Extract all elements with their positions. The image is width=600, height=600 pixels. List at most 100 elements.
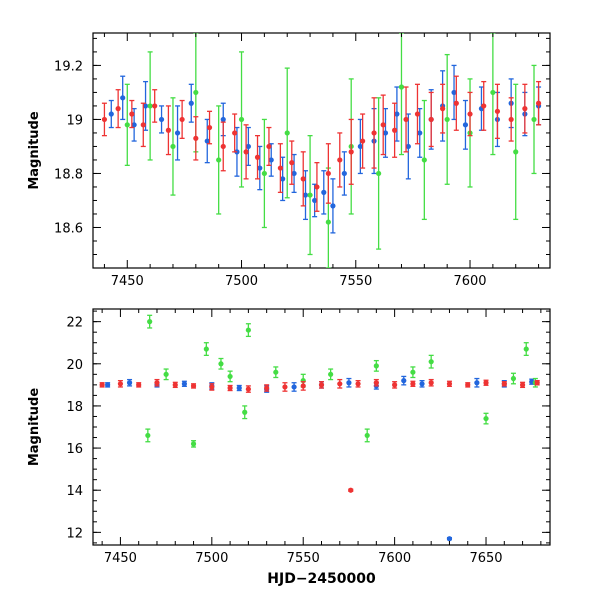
top-data-point (238, 116, 245, 123)
top-data-point (337, 157, 343, 163)
bottom-y-tick-label: 20 (66, 358, 83, 373)
bottom-x-tick-label: 7450 (104, 551, 137, 566)
top-data-point (314, 184, 320, 190)
bottom-data-point (373, 363, 379, 369)
bottom-x-tick-label: 7650 (469, 551, 502, 566)
bottom-x-axis-label: HJD−2450000 (267, 571, 376, 587)
top-y-tick-label: 18.6 (54, 221, 83, 236)
top-data-point (268, 157, 274, 163)
top-y-tick-label: 19 (66, 113, 83, 128)
bottom-data-point (346, 380, 352, 386)
top-data-point (307, 192, 313, 198)
top-data-point (421, 157, 427, 163)
top-plot-frame (92, 32, 551, 269)
top-data-point (289, 160, 295, 166)
top-data-point (444, 116, 450, 123)
bottom-data-point (519, 382, 526, 388)
top-data-point (481, 103, 487, 109)
top-data-point (325, 170, 331, 177)
top-data-point (371, 130, 377, 136)
bottom-data-point (245, 327, 251, 333)
top-data-point (467, 111, 473, 117)
top-data-point (451, 89, 457, 96)
top-data-point (417, 130, 423, 136)
bottom-data-point (355, 381, 361, 387)
top-data-point (170, 143, 176, 150)
bottom-data-point (203, 346, 209, 352)
top-data-point (382, 130, 389, 136)
bottom-axis-ticks: 7450 7500 7550 7600 7650 12 14 16 18 20 22 (66, 309, 550, 566)
bottom-data-point (145, 432, 151, 439)
top-data-point (312, 197, 318, 204)
top-data-point (152, 103, 158, 109)
bottom-data-point (364, 432, 370, 439)
bottom-data-point (523, 346, 529, 352)
top-data-point (277, 165, 283, 171)
bottom-data-point (99, 382, 105, 388)
bottom-data-point (401, 378, 407, 384)
top-data-point (142, 103, 149, 109)
bottom-panel: 7450 7500 7550 7600 7650 12 14 16 18 20 22 Magnitu… (27, 308, 551, 587)
bottom-data-point (136, 382, 142, 388)
top-data-point (531, 116, 537, 123)
top-data-point (325, 219, 331, 225)
top-data-point (405, 143, 411, 150)
bottom-data-point (190, 441, 197, 447)
top-data-point (330, 203, 336, 209)
bottom-series-2 (99, 378, 540, 493)
top-y-tick-label: 19.2 (54, 59, 83, 74)
bottom-data-point (291, 384, 297, 390)
top-y-axis-label: Magnitude (27, 111, 42, 190)
bottom-data-point (510, 375, 517, 382)
top-data-point (300, 176, 306, 182)
top-data-point (243, 149, 249, 155)
top-series-2 (101, 75, 542, 212)
bottom-plot-frame (92, 308, 551, 546)
top-data-point (392, 127, 398, 133)
top-data-point (174, 130, 181, 136)
top-data-point (302, 192, 309, 198)
top-data-point (490, 89, 496, 96)
top-data-point (348, 149, 354, 155)
bottom-data-point (328, 371, 334, 377)
bottom-data-point (227, 373, 233, 380)
top-data-point (165, 127, 172, 133)
bottom-data-point (117, 381, 124, 387)
bottom-data-point (273, 369, 279, 375)
bottom-series-1 (145, 314, 538, 448)
bottom-data-point (410, 369, 416, 375)
top-data-point (115, 106, 121, 112)
bottom-data-point (483, 415, 489, 422)
bottom-data-point (209, 384, 215, 390)
top-data-point (376, 170, 382, 177)
bottom-data-point (373, 380, 379, 386)
top-data-point (291, 170, 297, 177)
top-data-point (254, 154, 261, 160)
bottom-y-axis-label: Magnitude (27, 388, 42, 467)
bottom-x-tick-label: 7500 (195, 551, 228, 566)
top-data-point (158, 116, 165, 123)
bottom-data-point (410, 381, 416, 387)
top-data-point (398, 84, 405, 90)
top-data-point (440, 106, 446, 112)
bottom-data-point (483, 380, 489, 386)
top-data-point (462, 122, 469, 128)
bottom-data-point (264, 385, 270, 391)
bottom-data-point (446, 536, 453, 542)
bottom-data-point (465, 382, 471, 388)
top-data-point (535, 100, 542, 106)
bottom-data-point (392, 382, 398, 388)
bottom-data-point (419, 381, 425, 387)
top-data-point (216, 157, 222, 163)
bottom-y-tick-label: 22 (66, 316, 83, 331)
top-data-point (261, 170, 267, 177)
top-data-point (193, 135, 199, 141)
top-series-0 (108, 64, 542, 234)
bottom-data-point (218, 361, 224, 367)
bottom-data-point (300, 383, 306, 389)
top-data-point (245, 143, 251, 150)
bottom-series-0 (105, 375, 535, 542)
top-data-point (453, 100, 459, 106)
top-data-point (380, 122, 386, 128)
bottom-data-point (181, 381, 187, 387)
